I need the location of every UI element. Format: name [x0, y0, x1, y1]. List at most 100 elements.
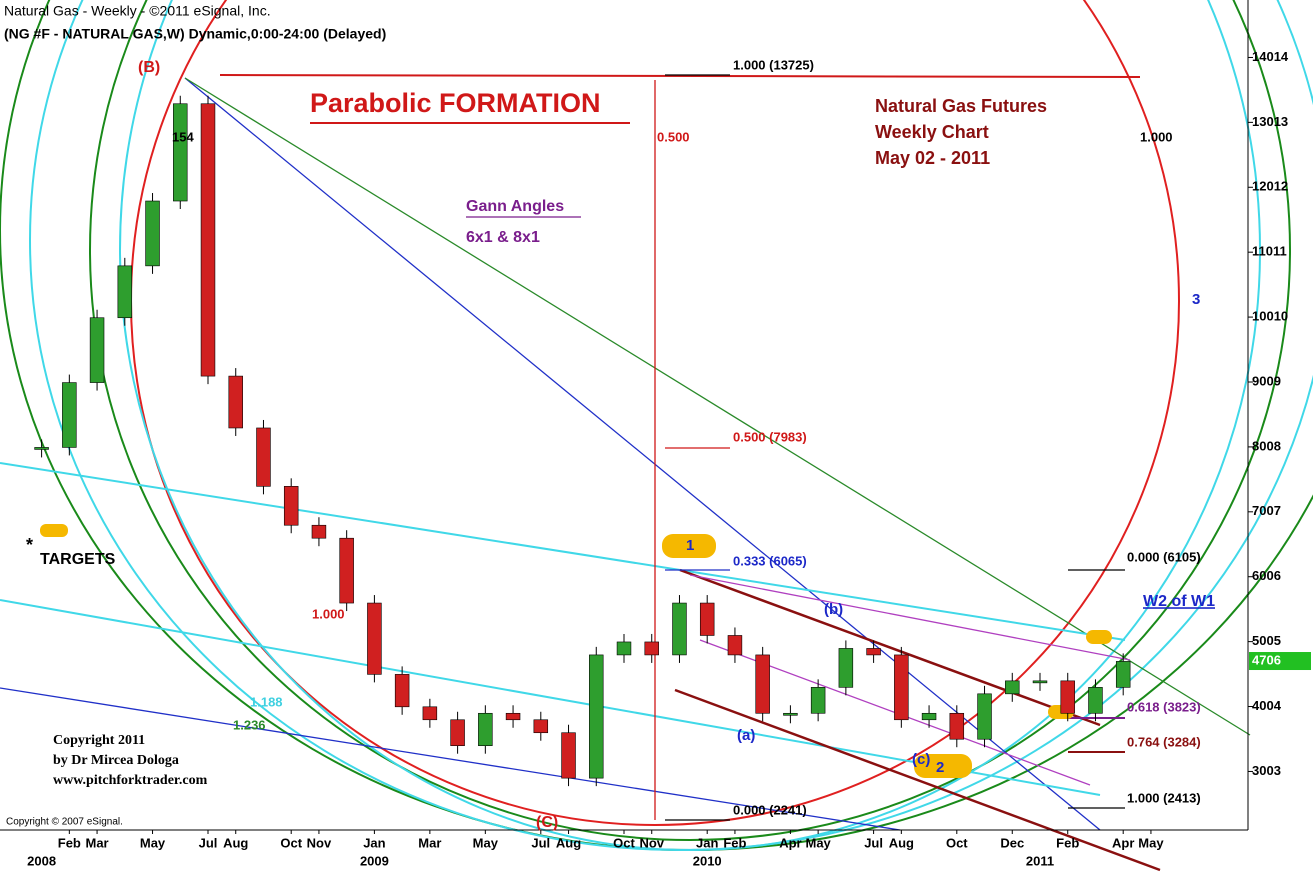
- annotation: TARGETS: [40, 551, 116, 568]
- annotation: 3: [1192, 291, 1200, 308]
- y-tick-label: 7007: [1252, 503, 1281, 518]
- x-tick-label: Apr: [1112, 835, 1134, 850]
- x-tick-label: Jan: [363, 835, 385, 850]
- candle: [561, 732, 576, 779]
- copyright: www.pitchforktrader.com: [53, 773, 208, 788]
- candle: [838, 648, 854, 688]
- y-tick-label: 12012: [1252, 179, 1288, 194]
- candle: [977, 693, 992, 740]
- candle: [394, 674, 410, 708]
- annotation: (B): [138, 59, 160, 76]
- year-label: 2010: [693, 853, 722, 868]
- candle: [699, 602, 715, 636]
- year-label: 2011: [1026, 853, 1054, 868]
- candle: [283, 486, 299, 526]
- gann-line: [184, 77, 1101, 831]
- subtitle: Weekly Chart: [875, 122, 989, 142]
- x-tick-label: Oct: [946, 835, 968, 850]
- y-tick-label: 3003: [1252, 763, 1281, 778]
- candle: [1060, 680, 1075, 714]
- y-tick-label: 10010: [1252, 309, 1288, 324]
- annotation: (c): [912, 751, 930, 768]
- x-tick-label: Mar: [86, 835, 109, 850]
- annotation: 1.000: [312, 606, 345, 621]
- x-tick-label: May: [1138, 835, 1164, 850]
- x-tick-label: May: [805, 835, 831, 850]
- annotation: 1: [686, 537, 694, 554]
- candle: [505, 712, 521, 721]
- annotation: 1.000: [1140, 129, 1173, 144]
- y-tick-label: 6006: [1252, 568, 1281, 583]
- x-tick-label: Feb: [58, 835, 81, 850]
- annotation: Gann Angles: [466, 198, 564, 215]
- candle: [62, 382, 77, 448]
- copyright: by Dr Mircea Dologa: [53, 753, 179, 768]
- candle: [89, 317, 105, 383]
- x-tick-label: Aug: [889, 835, 914, 850]
- candle: [339, 537, 354, 604]
- candle: [644, 641, 659, 656]
- candle: [228, 375, 243, 429]
- candle: [145, 200, 160, 267]
- annotation: 0.764 (3284): [1127, 734, 1201, 749]
- annotation: 1.000 (2413): [1127, 790, 1201, 805]
- x-tick-label: Feb: [1056, 835, 1079, 850]
- candle: [810, 687, 826, 714]
- candle: [921, 712, 937, 721]
- last-price-label: 4706: [1252, 652, 1281, 667]
- annotation: 0.333 (6065): [733, 553, 807, 568]
- header: (NG #F - NATURAL GAS,W) Dynamic,0:00-24:…: [4, 26, 386, 42]
- subtitle: May 02 - 2011: [875, 148, 990, 168]
- blue-line: [0, 687, 901, 831]
- gann-line: [184, 77, 1251, 736]
- chart-title: Parabolic FORMATION: [310, 88, 601, 118]
- annotation: 0.618 (3823): [1127, 699, 1201, 714]
- fib-line: [219, 74, 1141, 78]
- annotation: 1.188: [250, 694, 283, 709]
- annotation: 1.236: [233, 717, 266, 732]
- x-tick-label: Aug: [223, 835, 248, 850]
- candle: [173, 103, 188, 202]
- y-tick-label: 4004: [1252, 698, 1282, 713]
- x-tick-label: Jul: [199, 835, 218, 850]
- candle: [1032, 680, 1048, 684]
- copyright: Copyright © 2007 eSignal.: [6, 817, 123, 828]
- annotation: *: [26, 535, 33, 555]
- channel-line: [679, 568, 1101, 727]
- candle: [1088, 687, 1103, 714]
- candle: [727, 635, 743, 656]
- x-tick-label: May: [473, 835, 499, 850]
- year-label: 2008: [27, 853, 56, 868]
- marker: [662, 534, 716, 558]
- annotation: 0.000 (6105): [1127, 549, 1201, 564]
- header: Natural Gas - Weekly - ©2011 eSignal, In…: [4, 3, 271, 19]
- x-tick-label: Nov: [639, 835, 664, 850]
- x-tick-label: Nov: [307, 835, 332, 850]
- annotation: 2: [936, 759, 944, 776]
- green-arc: [89, 0, 1291, 841]
- candle: [34, 447, 49, 450]
- y-tick-label: 13013: [1252, 114, 1288, 129]
- x-tick-label: Mar: [418, 835, 441, 850]
- trend-lines: [0, 74, 1251, 872]
- y-tick-label: 8008: [1252, 438, 1281, 453]
- annotation: (b): [824, 601, 843, 618]
- candle: [200, 103, 216, 377]
- candle: [478, 712, 493, 747]
- y-tick-label: 9009: [1252, 373, 1281, 388]
- candle: [533, 719, 549, 734]
- y-tick-label: 14014: [1252, 49, 1289, 64]
- x-tick-label: Apr: [779, 835, 801, 850]
- cyan-line: [0, 462, 1126, 641]
- subtitle: Natural Gas Futures: [875, 96, 1047, 116]
- x-tick-label: Jan: [696, 835, 718, 850]
- x-tick-label: Feb: [723, 835, 746, 850]
- candle: [1005, 680, 1020, 695]
- magenta-line: [689, 574, 1131, 661]
- candle: [256, 427, 271, 487]
- candle: [949, 712, 965, 740]
- x-tick-label: Aug: [556, 835, 581, 850]
- x-tick-label: May: [140, 835, 166, 850]
- marker: [1086, 630, 1112, 644]
